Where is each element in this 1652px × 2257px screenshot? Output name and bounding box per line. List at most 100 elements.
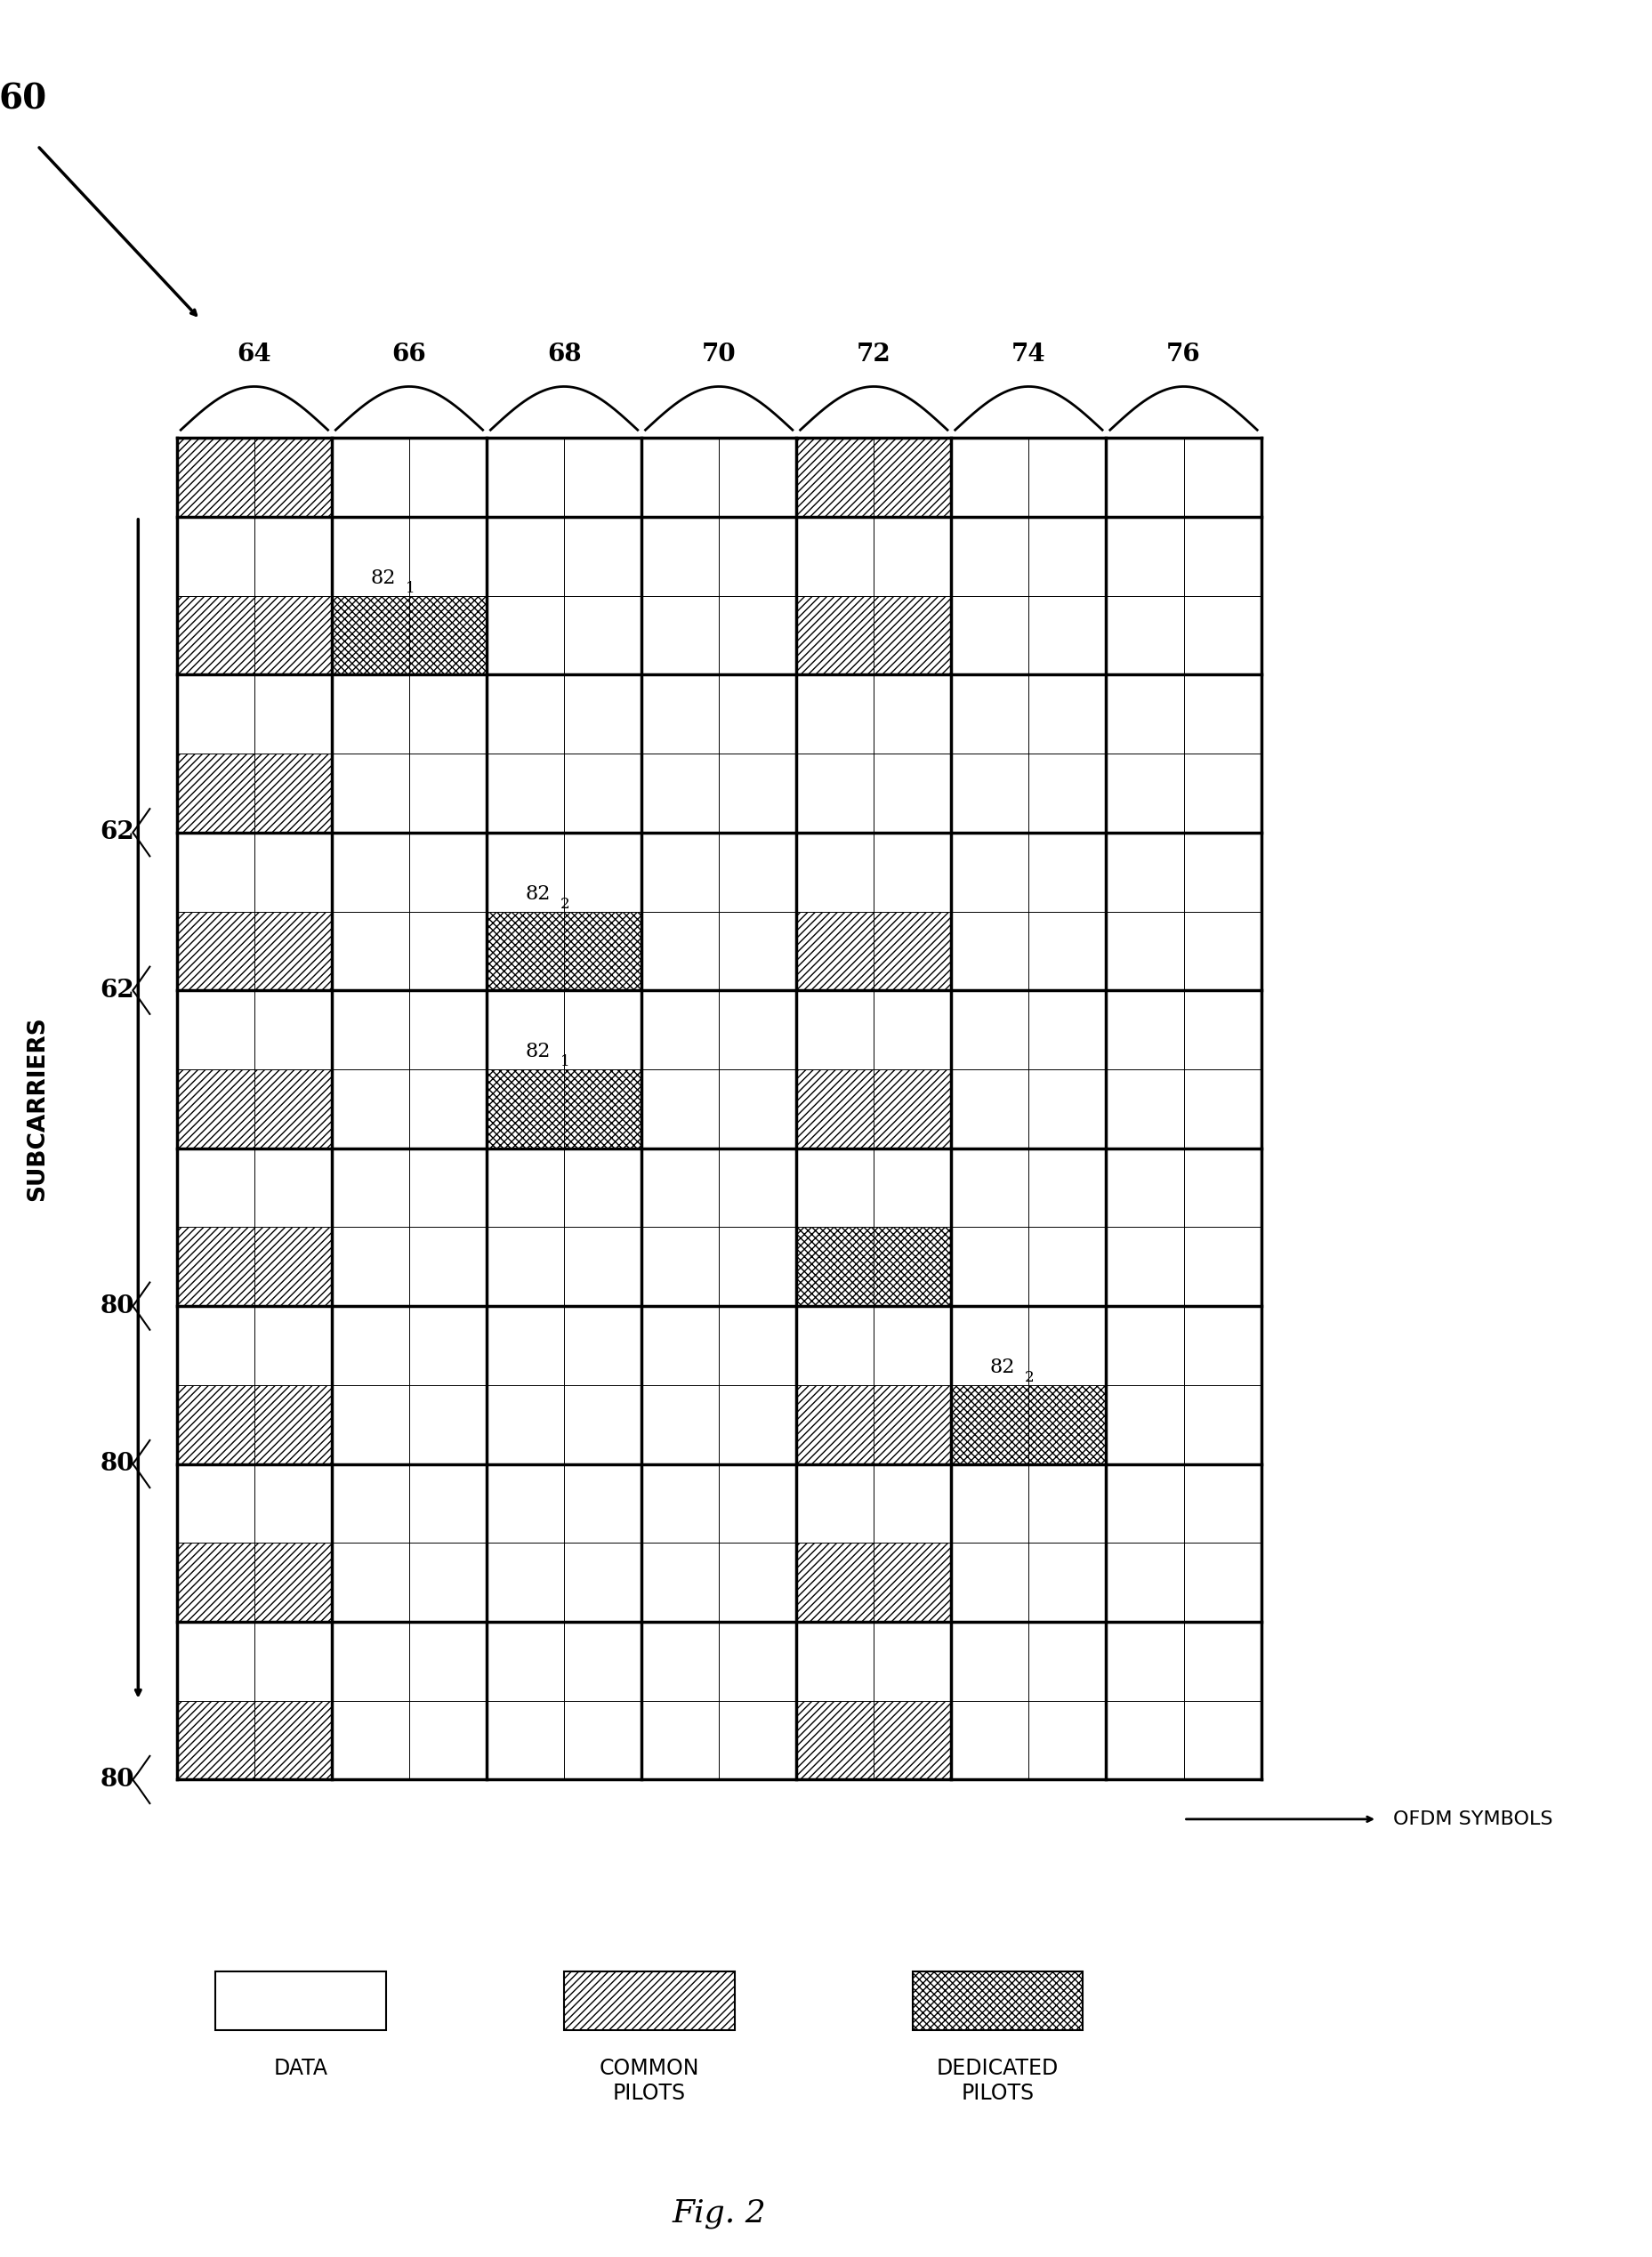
Bar — [1107, 517, 1183, 596]
Bar — [177, 754, 254, 833]
Bar — [1029, 596, 1107, 675]
Bar — [1107, 991, 1183, 1070]
Bar — [1183, 1228, 1260, 1307]
Bar — [332, 1623, 410, 1702]
Bar — [874, 912, 952, 991]
Bar — [563, 1070, 641, 1149]
Bar — [719, 1228, 796, 1307]
Bar — [410, 1386, 487, 1465]
Bar — [1107, 1386, 1183, 1465]
Bar — [487, 991, 563, 1070]
Bar — [719, 517, 796, 596]
Bar — [410, 438, 487, 517]
Bar — [332, 991, 410, 1070]
Bar — [487, 1544, 563, 1623]
Bar — [1183, 1149, 1260, 1228]
Bar — [563, 1544, 641, 1623]
Bar — [1107, 675, 1183, 754]
Bar — [1107, 1307, 1183, 1386]
Bar — [254, 596, 332, 675]
Bar — [912, 1970, 1084, 2031]
Bar — [641, 833, 719, 912]
Bar — [254, 517, 332, 596]
Bar — [177, 675, 254, 754]
Bar — [487, 754, 563, 833]
Bar — [332, 1070, 410, 1149]
Bar — [332, 517, 410, 596]
Bar — [874, 1070, 952, 1149]
Bar — [952, 912, 1029, 991]
Bar — [1029, 833, 1107, 912]
Bar — [874, 1465, 952, 1544]
Bar — [1029, 675, 1107, 754]
Bar — [177, 1623, 254, 1702]
Bar — [563, 517, 641, 596]
Bar — [254, 438, 332, 517]
Bar — [332, 438, 410, 517]
Bar — [332, 596, 410, 675]
Bar — [1183, 1623, 1260, 1702]
Bar — [1029, 1070, 1107, 1149]
Text: 62: 62 — [99, 977, 134, 1002]
Bar — [874, 438, 952, 517]
Bar — [254, 1386, 332, 1465]
Bar — [1107, 596, 1183, 675]
Bar — [177, 1544, 254, 1623]
Bar — [177, 1307, 254, 1386]
Bar — [874, 675, 952, 754]
Bar — [1183, 912, 1260, 991]
Bar — [254, 1465, 332, 1544]
Bar — [332, 1228, 410, 1307]
Bar — [1107, 754, 1183, 833]
Bar — [254, 1070, 332, 1149]
Bar — [874, 1386, 952, 1465]
Bar — [563, 833, 641, 912]
Bar — [719, 1070, 796, 1149]
Bar — [874, 1623, 952, 1702]
Bar — [796, 1623, 874, 1702]
Bar — [1029, 1702, 1107, 1781]
Text: 1: 1 — [405, 580, 415, 596]
Bar — [719, 438, 796, 517]
Bar — [952, 1070, 1029, 1149]
Bar — [1183, 991, 1260, 1070]
Bar — [796, 912, 874, 991]
Bar — [410, 675, 487, 754]
Bar — [874, 1702, 952, 1781]
Text: 2: 2 — [1024, 1370, 1034, 1386]
Bar — [177, 1070, 254, 1149]
Text: 64: 64 — [238, 343, 271, 368]
Bar — [874, 912, 952, 991]
Bar — [1107, 438, 1183, 517]
Bar — [410, 754, 487, 833]
Bar — [874, 596, 952, 675]
Bar — [487, 1149, 563, 1228]
Bar — [332, 1149, 410, 1228]
Bar — [796, 833, 874, 912]
Bar — [874, 1544, 952, 1623]
Bar — [796, 517, 874, 596]
Bar — [1107, 912, 1183, 991]
Bar — [1029, 1149, 1107, 1228]
Bar — [952, 517, 1029, 596]
Bar — [410, 1623, 487, 1702]
Bar — [874, 438, 952, 517]
Text: Fig. 2: Fig. 2 — [672, 2198, 767, 2228]
Bar — [641, 1702, 719, 1781]
Bar — [177, 438, 254, 517]
Bar — [563, 438, 641, 517]
Bar — [487, 1228, 563, 1307]
Bar — [563, 1465, 641, 1544]
Bar — [563, 1386, 641, 1465]
Bar — [254, 438, 332, 517]
Text: 72: 72 — [857, 343, 890, 368]
Bar — [796, 438, 874, 517]
Bar — [177, 912, 254, 991]
Bar — [719, 1544, 796, 1623]
Bar — [874, 596, 952, 675]
Bar — [1183, 754, 1260, 833]
Bar — [1029, 1465, 1107, 1544]
Text: 66: 66 — [392, 343, 426, 368]
Bar — [254, 1228, 332, 1307]
Bar — [254, 991, 332, 1070]
